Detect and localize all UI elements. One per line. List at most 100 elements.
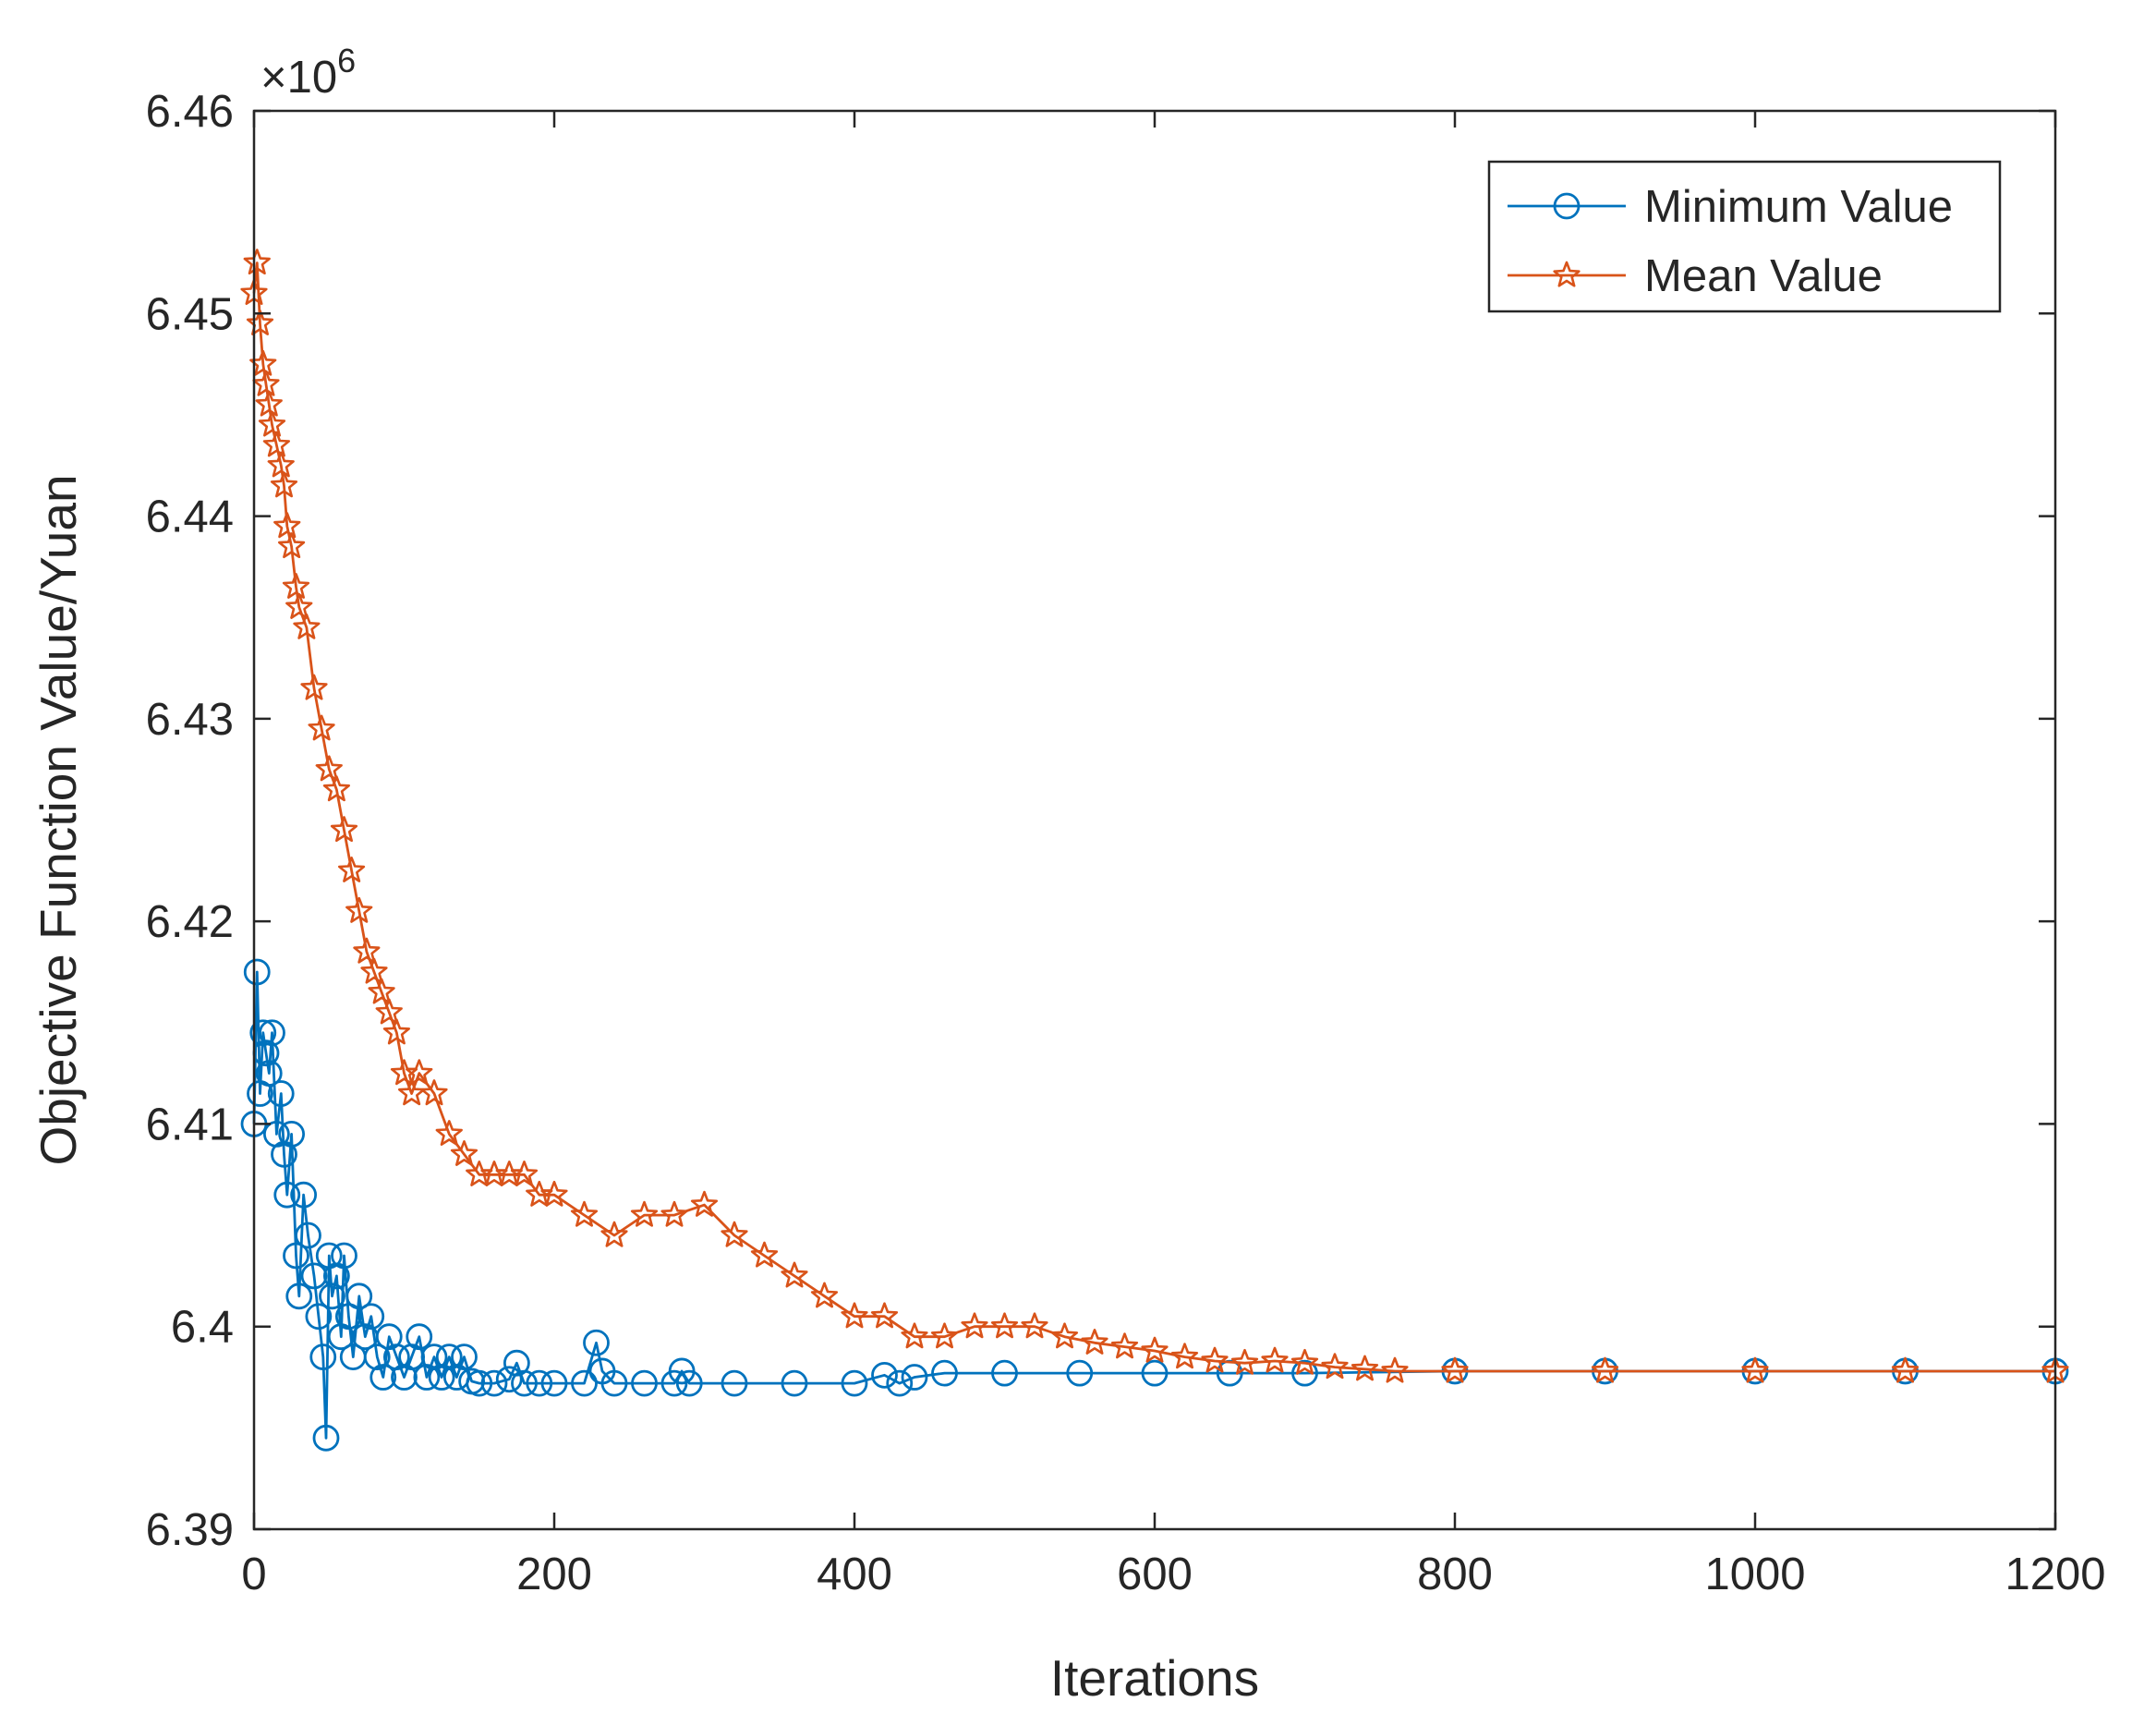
data-point xyxy=(1321,1353,1349,1380)
data-point xyxy=(841,1369,868,1397)
data-point xyxy=(345,1282,373,1310)
data-point xyxy=(1141,1336,1169,1363)
ticks-layer: 0 200 400 600 800 1000 1200 6.39 6.4 6.41 6.42 6.43… xyxy=(146,87,2106,1599)
x-tick-label: 1000 xyxy=(1704,1550,1805,1599)
data-point xyxy=(345,896,373,923)
data-point xyxy=(295,1222,321,1249)
plot-area xyxy=(254,111,2055,1529)
legend: Minimum Value Mean Value xyxy=(1487,160,2002,313)
legend-marker xyxy=(1553,192,1581,220)
data-point xyxy=(334,1303,362,1331)
y-scale-label: ×106 xyxy=(260,42,356,103)
data-point xyxy=(270,471,298,498)
data-point xyxy=(901,1322,928,1349)
data-point xyxy=(267,451,295,478)
x-tick-label: 400 xyxy=(817,1550,892,1599)
data-point xyxy=(368,978,395,1004)
data-point xyxy=(631,1369,658,1397)
data-point xyxy=(690,1190,719,1217)
x-tick-label: 1200 xyxy=(2005,1550,2105,1599)
y-tick-label: 6.43 xyxy=(146,695,234,745)
data-point xyxy=(420,1079,448,1106)
data-point xyxy=(450,1140,478,1166)
x-axis-label: Iterations xyxy=(1050,1649,1259,1707)
data-point xyxy=(259,1019,285,1047)
data-point xyxy=(300,1262,328,1290)
data-point xyxy=(571,1369,598,1397)
legend-marker xyxy=(1553,261,1581,287)
data-point xyxy=(338,857,366,882)
data-point xyxy=(293,613,321,639)
data-point xyxy=(246,310,274,335)
data-point xyxy=(451,1343,478,1371)
data-point xyxy=(810,1282,839,1308)
data-point xyxy=(435,1120,463,1146)
data-point xyxy=(255,390,283,417)
data-point xyxy=(300,674,328,700)
data-point xyxy=(285,1282,313,1310)
data-point xyxy=(540,1369,568,1397)
data-point xyxy=(357,1303,385,1331)
data-point xyxy=(273,512,301,539)
data-point xyxy=(781,1369,808,1397)
y-tick-label: 6.4 xyxy=(171,1303,234,1353)
data-point xyxy=(406,1059,433,1086)
y-tick-label: 6.41 xyxy=(146,1100,234,1149)
data-point xyxy=(243,958,271,986)
data-point xyxy=(781,1261,808,1288)
data-point xyxy=(1081,1329,1108,1355)
data-point xyxy=(870,1302,899,1329)
data-point xyxy=(331,1242,357,1270)
data-point xyxy=(480,1369,508,1397)
data-point xyxy=(1110,1332,1139,1359)
y-tick-label: 6.42 xyxy=(146,897,234,947)
data-point xyxy=(330,816,358,843)
data-point xyxy=(1050,1322,1079,1349)
data-point xyxy=(495,1366,523,1393)
data-point xyxy=(1201,1346,1229,1373)
data-point xyxy=(1230,1348,1259,1375)
data-point xyxy=(841,1302,868,1329)
data-point xyxy=(600,1221,628,1247)
data-point xyxy=(721,1369,748,1397)
data-point xyxy=(267,1080,295,1107)
data-point xyxy=(600,1369,628,1397)
data-point xyxy=(262,431,290,457)
data-point xyxy=(273,1181,301,1209)
y-tick-label: 6.39 xyxy=(146,1505,234,1555)
data-point xyxy=(243,249,271,275)
data-point xyxy=(252,370,280,396)
x-tick-label: 0 xyxy=(241,1550,266,1599)
data-point xyxy=(583,1329,610,1356)
legend-item: Mean Value xyxy=(1508,251,1883,301)
data-point xyxy=(282,573,310,599)
data-point xyxy=(570,1200,599,1227)
data-point xyxy=(871,1361,898,1389)
data-point xyxy=(901,1364,928,1391)
data-point xyxy=(630,1200,659,1227)
data-point xyxy=(382,1018,410,1045)
y-tick-label: 6.46 xyxy=(146,87,234,137)
data-point xyxy=(360,957,388,984)
data-point xyxy=(369,1364,397,1391)
data-point xyxy=(1066,1359,1094,1387)
legend-label: Minimum Value xyxy=(1644,182,1953,232)
data-point xyxy=(1891,1356,1920,1383)
legend-label: Mean Value xyxy=(1644,251,1883,301)
x-tick-label: 200 xyxy=(516,1550,592,1599)
data-point xyxy=(1290,1348,1319,1375)
data-point xyxy=(309,1343,337,1371)
data-point xyxy=(315,755,343,782)
y-tick-label: 6.45 xyxy=(146,289,234,339)
data-point xyxy=(1170,1343,1199,1369)
data-point xyxy=(255,1060,283,1088)
data-point xyxy=(258,410,286,437)
data-point xyxy=(466,1369,493,1397)
y-axis-label: Objective Function Value/Yuan xyxy=(30,474,87,1165)
data-point xyxy=(353,937,381,964)
data-point xyxy=(278,532,306,559)
x-tick-label: 800 xyxy=(1417,1550,1493,1599)
data-point xyxy=(1741,1356,1769,1383)
data-point xyxy=(290,1181,318,1209)
